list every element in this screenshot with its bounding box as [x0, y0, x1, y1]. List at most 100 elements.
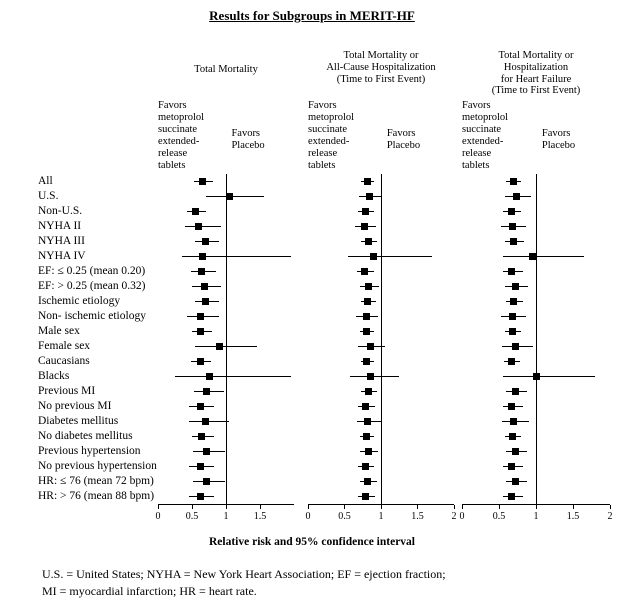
row-label: No previous MI	[38, 400, 112, 412]
point-estimate-marker	[200, 282, 208, 290]
ci-line	[189, 421, 230, 422]
point-estimate-marker	[508, 267, 516, 275]
axis-tick	[225, 505, 227, 509]
row-label: Diabetes mellitus	[38, 415, 119, 427]
panel-title: Total Mortality or Hospitalization for H…	[491, 50, 581, 97]
point-estimate-marker	[196, 357, 204, 365]
point-estimate-marker	[512, 192, 520, 200]
axis-tick-label: 1	[223, 511, 229, 522]
point-estimate-marker	[202, 417, 210, 425]
favors-placebo-label: Favors Placebo	[386, 128, 421, 151]
plot-area	[462, 174, 610, 504]
point-estimate-marker	[196, 492, 204, 500]
point-estimate-marker	[362, 312, 370, 320]
axis-tick-label: 1	[378, 511, 384, 522]
row-label: U.S.	[38, 190, 59, 202]
point-estimate-marker	[191, 207, 199, 215]
axis-tick-label: 2	[451, 511, 457, 522]
point-estimate-marker	[195, 222, 203, 230]
point-estimate-marker	[365, 447, 373, 455]
figure-title: Results for Subgroups in MERIT-HF	[209, 8, 415, 23]
labels-header-spacer	[38, 50, 158, 174]
point-estimate-marker	[365, 387, 373, 395]
ci-line	[206, 196, 265, 197]
row-label: NYHA III	[38, 235, 85, 247]
row-label: Ischemic etiology	[38, 295, 121, 307]
point-estimate-marker	[511, 342, 519, 350]
point-estimate-marker	[510, 297, 518, 305]
row-label: Blacks	[38, 370, 70, 382]
favors-placebo-label: Favors Placebo	[541, 128, 576, 151]
point-estimate-marker	[366, 342, 374, 350]
axis-tick	[461, 505, 463, 509]
axis-tick	[572, 505, 574, 509]
point-estimate-marker	[361, 267, 369, 275]
axis-tick-label: 0.5	[492, 511, 506, 522]
point-estimate-marker	[198, 432, 206, 440]
axis-tick	[191, 505, 193, 509]
point-estimate-marker	[510, 237, 518, 245]
axis-tick	[417, 505, 418, 509]
axis-tick-label: 0.5	[338, 511, 351, 522]
axis-tick	[453, 505, 455, 509]
x-axis-title: Relative risk and 95% confidence interva…	[208, 536, 416, 548]
panel-mortality-or-heart-failure-hospitalization: Total Mortality or Hospitalization for H…	[459, 50, 613, 526]
row-label: Previous MI	[38, 385, 96, 397]
ci-line	[502, 376, 596, 377]
axis-tick-label: 0	[155, 511, 161, 522]
point-estimate-marker	[362, 357, 370, 365]
row-label: Non-U.S.	[38, 205, 83, 217]
point-estimate-marker	[215, 342, 223, 350]
ci-line	[181, 256, 291, 257]
row-label: HR: ≤ 76 (mean 72 bpm)	[38, 475, 154, 487]
axis-tick-label: 0	[459, 511, 465, 522]
point-estimate-marker	[532, 372, 540, 380]
axis-tick-label: 2	[607, 511, 613, 522]
row-label: Male sex	[38, 325, 80, 337]
favors-treatment-label: Favors metoprolol succinate extended- re…	[308, 100, 355, 171]
axis-tick-label: 1.5	[411, 511, 424, 522]
axis-tick	[609, 505, 611, 509]
ci-line	[185, 226, 221, 227]
point-estimate-marker	[365, 237, 373, 245]
point-estimate-marker	[508, 357, 516, 365]
reference-line	[380, 174, 382, 504]
point-estimate-marker	[364, 477, 372, 485]
point-estimate-marker	[362, 492, 370, 500]
point-estimate-marker	[362, 462, 370, 470]
point-estimate-marker	[205, 372, 213, 380]
ci-line	[502, 256, 585, 257]
row-label: Caucasians	[38, 355, 90, 367]
axis-tick	[157, 505, 159, 509]
point-estimate-marker	[203, 387, 211, 395]
point-estimate-marker	[196, 312, 204, 320]
point-estimate-marker	[202, 237, 210, 245]
row-label: Previous hypertension	[38, 445, 141, 457]
favors-treatment-label: Favors metoprolol succinate extended- re…	[462, 100, 509, 171]
point-estimate-marker	[508, 327, 516, 335]
point-estimate-marker	[508, 432, 516, 440]
ci-line	[348, 256, 433, 257]
panel-mortality-or-all-cause-hospitalization: Total Mortality or All-Cause Hospitaliza…	[305, 50, 457, 526]
point-estimate-marker	[510, 417, 518, 425]
forest-plot: All U.S. Non-U.S. NYHA II NYHA III NYHA IV EF:…	[38, 50, 613, 526]
axis-tick	[535, 505, 537, 509]
point-estimate-marker	[366, 372, 374, 380]
point-estimate-marker	[508, 312, 516, 320]
axis-tick-label: 0	[305, 511, 311, 522]
point-estimate-marker	[197, 327, 205, 335]
point-estimate-marker	[509, 177, 517, 185]
point-estimate-marker	[511, 387, 519, 395]
point-estimate-marker	[511, 447, 519, 455]
point-estimate-marker	[362, 207, 370, 215]
x-axis: 0 0.5 1 1.5 2	[459, 504, 613, 526]
plot-area	[308, 174, 454, 504]
point-estimate-marker	[511, 477, 519, 485]
point-estimate-marker	[203, 477, 211, 485]
axis-tick	[307, 505, 309, 509]
plot-area	[158, 174, 294, 504]
axis-tick	[498, 505, 500, 509]
ci-line	[350, 376, 400, 377]
favors-labels: Favors metoprolol succinate extended- re…	[462, 100, 610, 174]
